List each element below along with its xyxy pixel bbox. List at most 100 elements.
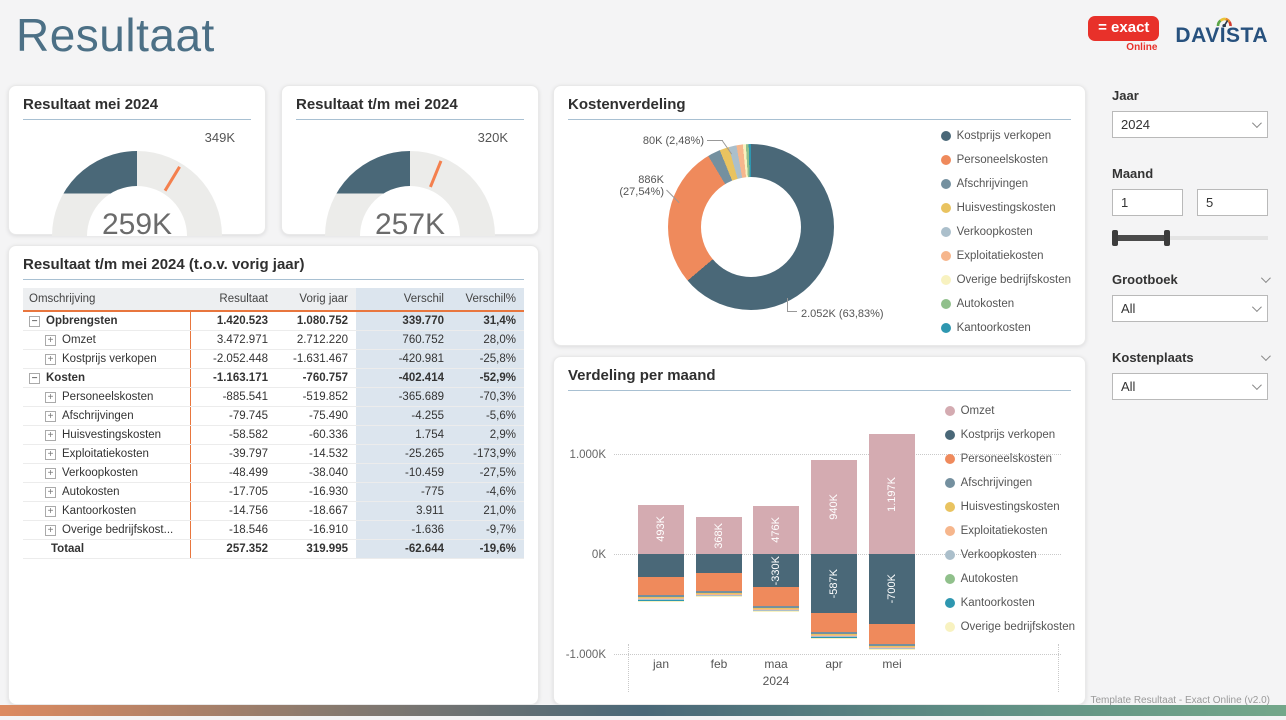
table-column-header[interactable]: Verschil (356, 288, 452, 310)
bar-chart[interactable]: 1.000K 0K -1.000K 493K jan 368K feb 476K -330K ma… (566, 432, 1061, 692)
table-column-header[interactable]: Vorig jaar (276, 288, 356, 310)
table-row[interactable]: + Omzet 3.472.971 2.712.220 760.752 28,0% (23, 331, 524, 350)
table-row[interactable]: + Exploitatiekosten -39.797 -14.532 -25.265-… (23, 445, 524, 464)
expand-icon[interactable]: + (45, 467, 56, 479)
legend-item[interactable]: Huisvestingskosten (944, 495, 1075, 519)
legend-item[interactable]: Kostprijs verkopen (944, 423, 1075, 447)
expand-icon[interactable]: + (45, 486, 56, 498)
chevron-down-icon[interactable] (1260, 273, 1271, 284)
bar-segment[interactable] (811, 460, 857, 554)
bar-segment[interactable] (638, 554, 684, 578)
bar-segment[interactable] (753, 608, 799, 610)
legend-item[interactable]: Verkoopkosten (944, 543, 1075, 567)
bar-segment[interactable] (869, 644, 915, 646)
bar-segment[interactable] (753, 607, 799, 609)
donut-chart[interactable] (668, 144, 834, 310)
expand-icon[interactable]: + (45, 391, 56, 403)
table-column-header[interactable]: Omschrijving (23, 288, 190, 310)
maand-from-input[interactable] (1112, 189, 1183, 216)
bar-segment[interactable] (696, 554, 742, 574)
chevron-down-icon[interactable] (1260, 351, 1271, 362)
legend-item[interactable]: Kostprijs verkopen (940, 124, 1071, 148)
bar-segment[interactable] (869, 554, 915, 624)
collapse-icon[interactable]: − (29, 315, 40, 327)
legend-item[interactable]: Afschrijvingen (940, 172, 1071, 196)
maand-range-slider[interactable] (1112, 230, 1268, 246)
slider-handle-end[interactable] (1164, 230, 1170, 246)
expand-icon[interactable]: + (45, 524, 56, 536)
slider-handle-start[interactable] (1112, 230, 1118, 246)
legend-item[interactable]: Autokosten (940, 292, 1071, 316)
table-row[interactable]: + Kostprijs verkopen -2.052.448 -1.631.467-… (23, 350, 524, 369)
expand-icon[interactable]: + (45, 429, 56, 441)
bar-segment[interactable] (811, 632, 857, 634)
bar-segment[interactable] (696, 517, 742, 554)
table-column-header[interactable]: Resultaat (190, 288, 276, 310)
legend-item[interactable]: Huisvestingskosten (940, 196, 1071, 220)
expand-icon[interactable]: + (45, 334, 56, 346)
legend-item[interactable]: Exploitatiekosten (940, 244, 1071, 268)
legend-item[interactable]: Afschrijvingen (944, 471, 1075, 495)
bar-segment[interactable] (638, 596, 684, 599)
gauge-tm-mei[interactable]: 320K 257K (310, 130, 510, 241)
table-row[interactable]: + Huisvestingskosten -58.582 -60.336 1.754 2,… (23, 426, 524, 445)
expand-icon[interactable]: + (45, 505, 56, 517)
collapse-icon[interactable]: − (29, 372, 40, 384)
bar-segment[interactable] (638, 598, 684, 599)
table-cell: -885.541 (190, 388, 276, 406)
expand-icon[interactable]: + (45, 448, 56, 460)
bar-segment[interactable] (638, 598, 684, 600)
legend-item[interactable]: Exploitatiekosten (944, 519, 1075, 543)
legend-item[interactable]: Verkoopkosten (940, 220, 1071, 244)
bar-segment[interactable] (811, 635, 857, 636)
legend-item[interactable]: Personeelskosten (940, 148, 1071, 172)
bar-segment[interactable] (696, 573, 742, 592)
legend-item[interactable]: Personeelskosten (944, 447, 1075, 471)
table-row[interactable]: + Verkoopkosten -48.499 -38.040 -10.459 -27,5… (23, 464, 524, 483)
bar-segment[interactable] (869, 624, 915, 644)
jaar-select[interactable]: 2024 (1112, 111, 1268, 138)
bar-segment[interactable] (638, 504, 684, 554)
legend-item[interactable]: Kantoorkosten (940, 316, 1071, 340)
bar-segment[interactable] (638, 595, 684, 597)
table-row[interactable]: + Personeelskosten -885.541 -519.852 -365.68… (23, 388, 524, 407)
bar-segment[interactable] (869, 646, 915, 648)
bar-segment[interactable] (869, 647, 915, 649)
expand-icon[interactable]: + (45, 410, 56, 422)
bar-segment[interactable] (696, 592, 742, 594)
table-row[interactable]: − Kosten -1.163.171 -760.757 -402.414 -52,9% (23, 369, 524, 388)
bar-segment[interactable] (811, 612, 857, 633)
grootboek-select[interactable]: All (1112, 295, 1268, 322)
bar-segment[interactable] (696, 593, 742, 595)
bar-segment[interactable] (869, 645, 915, 647)
legend-item[interactable]: Omzet (944, 399, 1075, 423)
bar-segment[interactable] (753, 609, 799, 611)
bar-segment[interactable] (753, 587, 799, 606)
bar-segment[interactable] (753, 554, 799, 587)
table-row[interactable]: + Afschrijvingen -79.745 -75.490 -4.255 -5,6% (23, 407, 524, 426)
legend-item[interactable]: Overige bedrijfskosten (944, 615, 1075, 639)
bar-segment[interactable] (811, 635, 857, 637)
bar-segment[interactable] (811, 633, 857, 636)
legend-item[interactable]: Overige bedrijfskosten (940, 268, 1071, 292)
bar-segment[interactable] (811, 554, 857, 613)
slider-selected-range[interactable] (1115, 235, 1167, 241)
bar-segment[interactable] (696, 594, 742, 596)
legend-item[interactable]: Autokosten (944, 567, 1075, 591)
bar-segment[interactable] (753, 506, 799, 554)
table-column-header[interactable]: Verschil% (452, 288, 524, 310)
maand-to-input[interactable] (1197, 189, 1268, 216)
bar-segment[interactable] (753, 606, 799, 608)
table-row[interactable]: + Kantoorkosten -14.756 -18.667 3.911 21,0% (23, 502, 524, 521)
table-row[interactable]: − Opbrengsten 1.420.523 1.080.752 339.770 31,… (23, 312, 524, 331)
table-row[interactable]: + Overige bedrijfskost... -18.546 -16.910 -1… (23, 521, 524, 540)
expand-icon[interactable]: + (45, 353, 56, 365)
kostenplaats-select[interactable]: All (1112, 373, 1268, 400)
legend-item[interactable]: Kantoorkosten (944, 591, 1075, 615)
bar-segment[interactable] (696, 591, 742, 593)
table-row[interactable]: + Autokosten -17.705 -16.930 -775 -4,6% (23, 483, 524, 502)
table-row[interactable]: Totaal 257.352 319.995 -62.644 -19,6% (23, 540, 524, 559)
bar-segment[interactable] (638, 577, 684, 596)
gauge-mei[interactable]: 349K 259K (37, 130, 237, 241)
bar-segment[interactable] (869, 434, 915, 554)
